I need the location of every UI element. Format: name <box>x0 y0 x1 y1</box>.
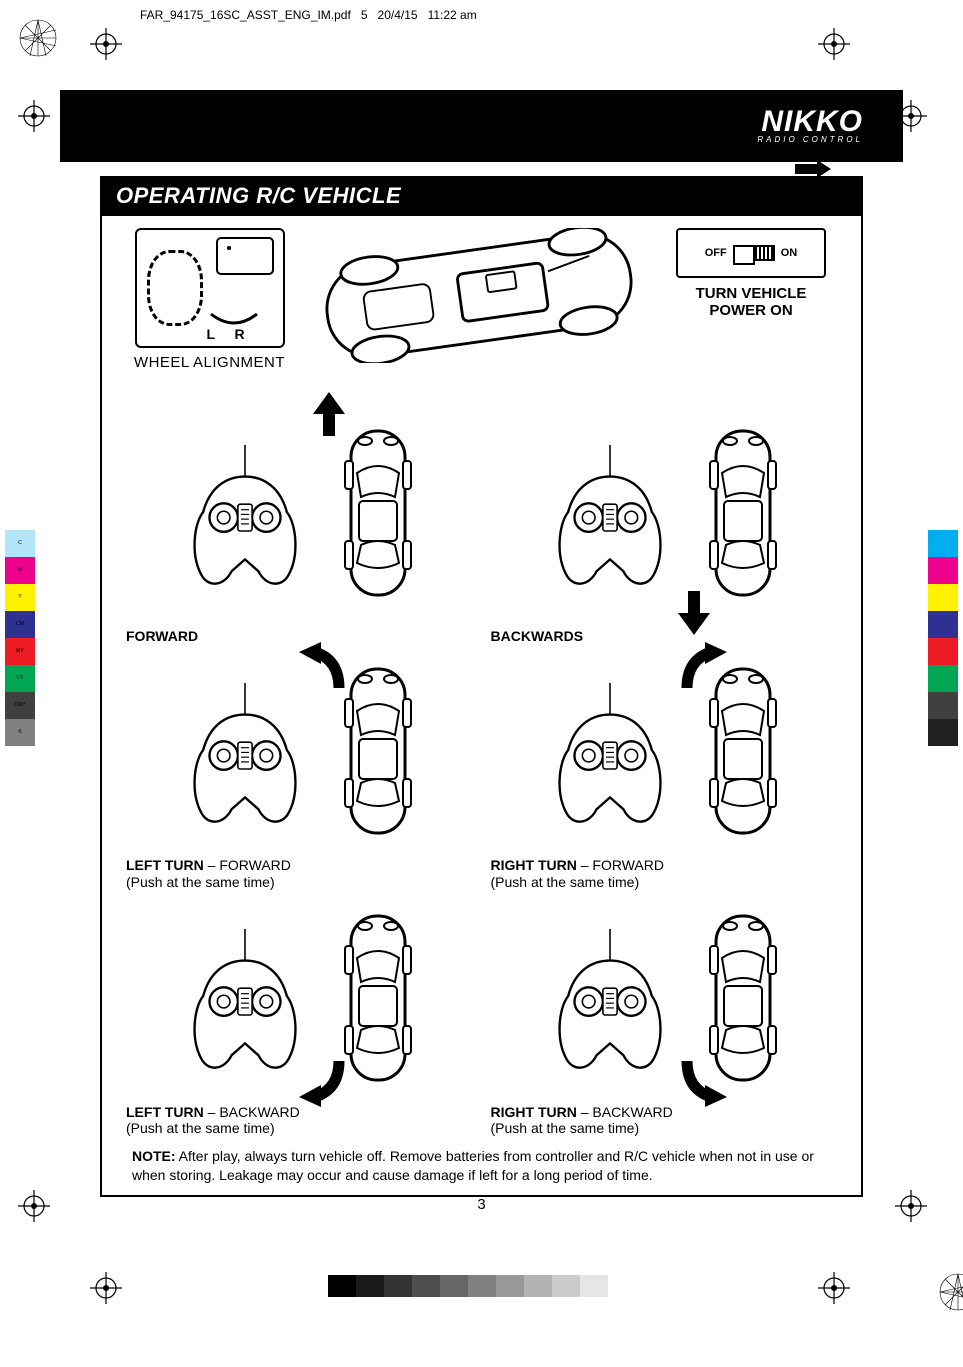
vehicle-underside-diagram <box>307 228 651 363</box>
arrow-right-icon <box>795 160 831 178</box>
color-swatch: CMY <box>5 692 35 719</box>
controller-icon <box>535 441 685 591</box>
gray-swatch <box>552 1275 580 1297</box>
switch-slot-icon <box>733 245 775 261</box>
control-label: RIGHT TURN – BACKWARD(Push at the same t… <box>487 1104 842 1138</box>
color-swatch: M <box>5 557 35 584</box>
registration-mark-icon <box>18 18 58 58</box>
registration-mark-icon <box>938 1272 963 1312</box>
controller-icon <box>170 925 320 1075</box>
gray-swatch <box>468 1275 496 1297</box>
controller-icon <box>535 925 685 1075</box>
direction-arrow-icon <box>313 392 345 441</box>
color-swatch <box>928 530 958 557</box>
alignment-corner-icon <box>215 236 275 276</box>
controller-icon <box>170 441 320 591</box>
main-panel: OPERATING R/C VEHICLE L R WHEEL ALIGNMEN… <box>100 176 863 1197</box>
direction-arrow-icon <box>681 1057 727 1112</box>
control-label: LEFT TURN – FORWARD(Push at the same tim… <box>122 857 477 891</box>
wheel-alignment-caption: WHEEL ALIGNMENT <box>134 354 285 371</box>
header-bar: NIKKO RADIO CONTROL <box>60 90 903 162</box>
color-swatch: CY <box>5 665 35 692</box>
panel-title: OPERATING R/C VEHICLE <box>102 178 861 216</box>
color-swatch <box>928 638 958 665</box>
color-swatch <box>928 611 958 638</box>
direction-arrow-icon <box>678 591 710 640</box>
logo-main: NIKKO <box>757 108 863 135</box>
logo-sub: RADIO CONTROL <box>757 135 863 144</box>
color-swatch: CM <box>5 611 35 638</box>
color-swatch <box>928 584 958 611</box>
car-top-icon <box>693 423 793 603</box>
gray-swatch <box>356 1275 384 1297</box>
car-top-icon <box>328 423 428 603</box>
gray-swatch <box>524 1275 552 1297</box>
wheel-alignment-block: L R WHEEL ALIGNMENT <box>122 228 297 371</box>
control-cell: RIGHT TURN – FORWARD(Push at the same ti… <box>487 650 842 890</box>
color-swatch <box>928 557 958 584</box>
print-grayscale-bar <box>328 1275 636 1297</box>
color-swatch: C <box>5 530 35 557</box>
direction-arrow-icon <box>299 642 345 697</box>
color-swatch <box>928 692 958 719</box>
pdf-slug: FAR_94175_16SC_ASST_ENG_IM.pdf 5 20/4/15… <box>140 8 477 22</box>
registration-mark-icon <box>818 28 850 60</box>
control-cell: RIGHT TURN – BACKWARD(Push at the same t… <box>487 897 842 1137</box>
direction-arrow-icon <box>681 642 727 697</box>
switch-off-label: OFF <box>705 247 727 259</box>
control-cell: BACKWARDS <box>487 404 842 644</box>
switch-on-label: ON <box>781 247 798 259</box>
gray-swatch <box>496 1275 524 1297</box>
page-number: 3 <box>0 1196 963 1213</box>
alignment-arc-icon <box>209 312 259 328</box>
color-swatch <box>928 719 958 746</box>
controller-icon <box>535 679 685 829</box>
registration-mark-icon <box>818 1272 850 1304</box>
control-label: BACKWARDS <box>487 628 842 645</box>
registration-mark-icon <box>18 100 50 132</box>
direction-arrow-icon <box>299 1057 345 1112</box>
control-cell: FORWARD <box>122 404 477 644</box>
controller-icon <box>170 679 320 829</box>
print-color-bar-left: CMYCMMYCYCMYK <box>5 530 35 746</box>
gray-swatch <box>328 1275 356 1297</box>
control-label: RIGHT TURN – FORWARD(Push at the same ti… <box>487 857 842 891</box>
color-swatch: K <box>5 719 35 746</box>
note-text: NOTE: After play, always turn vehicle of… <box>122 1147 841 1185</box>
gray-swatch <box>608 1275 636 1297</box>
gray-swatch <box>384 1275 412 1297</box>
gray-swatch <box>580 1275 608 1297</box>
power-caption: TURN VEHICLEPOWER ON <box>661 286 841 319</box>
print-color-bar-right <box>928 530 958 746</box>
power-switch-block: OFF ON TURN VEHICLEPOWER ON <box>661 228 841 319</box>
wheel-alignment-diagram: L R <box>135 228 285 348</box>
color-swatch <box>928 665 958 692</box>
registration-mark-icon <box>90 1272 122 1304</box>
power-switch-diagram: OFF ON <box>676 228 826 278</box>
registration-mark-icon <box>90 28 122 60</box>
color-swatch: Y <box>5 584 35 611</box>
color-swatch: MY <box>5 638 35 665</box>
gray-swatch <box>440 1275 468 1297</box>
brand-logo: NIKKO RADIO CONTROL <box>757 108 863 144</box>
gray-swatch <box>412 1275 440 1297</box>
control-cell: LEFT TURN – FORWARD(Push at the same tim… <box>122 650 477 890</box>
control-cell: LEFT TURN – BACKWARD(Push at the same ti… <box>122 897 477 1137</box>
